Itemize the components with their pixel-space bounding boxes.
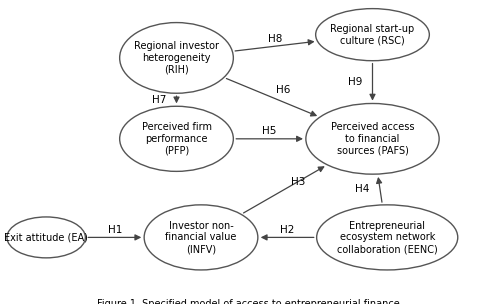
Text: Regional start-up
culture (RSC): Regional start-up culture (RSC) xyxy=(330,24,414,46)
Text: Perceived firm
performance
(PFP): Perceived firm performance (PFP) xyxy=(142,122,212,155)
Ellipse shape xyxy=(144,205,258,270)
Text: Regional investor
heterogeneity
(RIH): Regional investor heterogeneity (RIH) xyxy=(134,41,219,74)
Ellipse shape xyxy=(7,217,86,258)
Ellipse shape xyxy=(316,9,430,61)
Text: H2: H2 xyxy=(280,225,294,235)
Text: H4: H4 xyxy=(355,185,370,195)
Ellipse shape xyxy=(316,205,458,270)
Ellipse shape xyxy=(120,22,234,93)
Text: H1: H1 xyxy=(108,225,122,235)
Text: H7: H7 xyxy=(152,95,166,105)
Ellipse shape xyxy=(120,106,234,171)
Text: H3: H3 xyxy=(290,177,305,187)
Ellipse shape xyxy=(306,103,439,174)
Text: Exit attitude (EA): Exit attitude (EA) xyxy=(4,232,88,242)
Text: H6: H6 xyxy=(276,85,291,95)
Text: H9: H9 xyxy=(348,77,362,87)
Text: H5: H5 xyxy=(262,126,277,136)
Text: Perceived access
to financial
sources (PAFS): Perceived access to financial sources (P… xyxy=(331,122,414,155)
Text: Investor non-
financial value
(INFV): Investor non- financial value (INFV) xyxy=(166,221,236,254)
Text: Entrepreneurial
ecosystem network
collaboration (EENC): Entrepreneurial ecosystem network collab… xyxy=(337,221,438,254)
Text: H8: H8 xyxy=(268,34,282,44)
Text: Figure 1. Specified model of access to entrepreneurial finance.: Figure 1. Specified model of access to e… xyxy=(97,299,403,304)
